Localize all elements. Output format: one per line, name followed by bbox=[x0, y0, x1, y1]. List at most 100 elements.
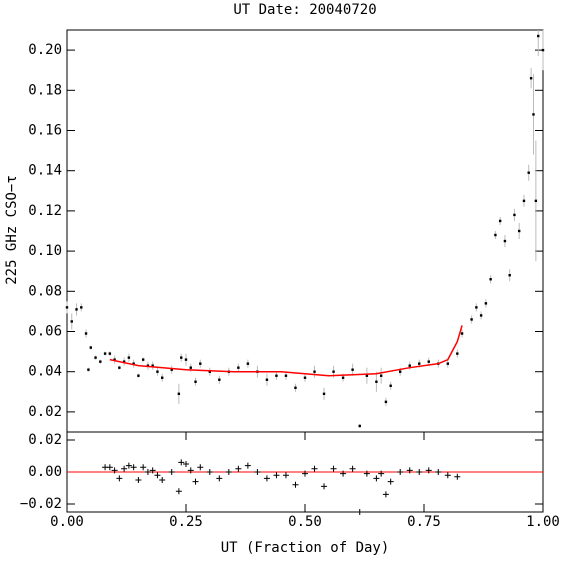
y-tick-label: 0.10 bbox=[28, 243, 62, 259]
data-point bbox=[341, 376, 345, 379]
data-point bbox=[456, 352, 459, 355]
residual-point bbox=[206, 469, 213, 475]
residual-point bbox=[330, 465, 337, 472]
y-tick-label: −0.02 bbox=[20, 496, 62, 512]
chart-title: UT Date: 20040720 bbox=[233, 2, 376, 18]
data-point bbox=[522, 199, 526, 203]
data-point bbox=[527, 171, 530, 174]
data-point bbox=[208, 370, 211, 373]
data-point bbox=[237, 366, 240, 369]
data-point bbox=[375, 380, 378, 383]
residual-point bbox=[302, 470, 308, 477]
data-point bbox=[351, 368, 354, 371]
data-point bbox=[146, 364, 150, 367]
x-tick-label: 0.25 bbox=[169, 514, 203, 530]
y-tick-label: 0.12 bbox=[28, 203, 62, 219]
residual-point bbox=[178, 459, 185, 466]
data-point bbox=[70, 320, 73, 323]
data-point bbox=[498, 219, 502, 223]
data-point bbox=[479, 314, 483, 317]
residual-point bbox=[197, 464, 204, 471]
data-point bbox=[161, 376, 164, 379]
residual-point bbox=[282, 472, 289, 479]
y-tick-label: 0.00 bbox=[28, 464, 62, 480]
residual-point bbox=[416, 469, 423, 475]
residual-point bbox=[444, 472, 451, 479]
data-point bbox=[484, 302, 488, 305]
y-tick-label: 0.16 bbox=[28, 123, 62, 139]
y-tick-label: 0.08 bbox=[28, 283, 62, 299]
data-point bbox=[94, 356, 97, 359]
residual-point bbox=[387, 478, 394, 485]
data-point bbox=[75, 308, 78, 311]
data-point bbox=[194, 380, 197, 383]
x-tick-label: 0.00 bbox=[50, 514, 84, 530]
residual-point bbox=[406, 467, 413, 474]
data-point bbox=[275, 374, 278, 377]
data-point bbox=[518, 229, 521, 233]
residual-point bbox=[159, 477, 166, 483]
residual-point bbox=[349, 465, 356, 472]
data-point bbox=[389, 384, 392, 387]
data-point bbox=[113, 358, 116, 361]
data-point bbox=[218, 378, 221, 381]
residual-point bbox=[168, 469, 175, 475]
data-point bbox=[122, 360, 126, 363]
residual-point bbox=[144, 469, 151, 475]
y-tick-label: 0.02 bbox=[28, 432, 62, 448]
residual-point bbox=[397, 469, 404, 475]
residual-point bbox=[382, 491, 389, 498]
x-tick-label: 0.50 bbox=[288, 514, 322, 530]
y-tick-label: 0.14 bbox=[28, 163, 62, 179]
data-point bbox=[489, 278, 492, 281]
residual-point bbox=[235, 465, 242, 472]
data-point bbox=[151, 364, 154, 367]
data-point bbox=[532, 113, 535, 116]
plot-frame bbox=[66, 29, 544, 433]
residual-point bbox=[149, 467, 156, 474]
residual-point bbox=[116, 475, 123, 482]
fit-line bbox=[109, 325, 463, 377]
data-point bbox=[503, 239, 507, 243]
data-point bbox=[418, 362, 421, 365]
data-point bbox=[541, 48, 545, 52]
data-point bbox=[475, 306, 478, 309]
data-point bbox=[322, 392, 326, 396]
data-point bbox=[189, 366, 192, 369]
y-tick-label: 0.20 bbox=[28, 42, 62, 58]
residual-point bbox=[321, 483, 328, 490]
residual-point bbox=[175, 488, 182, 495]
residual-point bbox=[130, 464, 137, 471]
data-point bbox=[137, 374, 140, 377]
data-point bbox=[65, 306, 69, 309]
residual-point bbox=[356, 509, 363, 515]
residual-point bbox=[244, 462, 251, 469]
residual-point bbox=[111, 467, 118, 474]
data-point bbox=[332, 370, 335, 373]
data-point bbox=[294, 386, 297, 389]
data-point bbox=[508, 274, 511, 277]
data-point bbox=[118, 366, 121, 369]
residual-point bbox=[187, 467, 194, 474]
data-point bbox=[127, 356, 131, 359]
data-point bbox=[141, 358, 145, 361]
residual-point bbox=[216, 475, 223, 482]
data-point bbox=[284, 374, 288, 377]
residual-point bbox=[263, 475, 270, 482]
data-point bbox=[446, 362, 449, 365]
data-point bbox=[132, 362, 135, 365]
residual-point bbox=[311, 465, 318, 472]
data-point bbox=[180, 356, 183, 359]
data-point bbox=[537, 34, 540, 38]
data-point bbox=[365, 374, 369, 377]
residual-point bbox=[154, 472, 161, 479]
residual-point bbox=[340, 470, 347, 477]
data-point bbox=[103, 352, 107, 355]
residual-point bbox=[273, 472, 280, 479]
data-point bbox=[170, 368, 173, 371]
residual-point bbox=[192, 478, 199, 485]
data-point bbox=[408, 364, 411, 367]
residual-point bbox=[454, 473, 461, 480]
data-point bbox=[246, 362, 250, 365]
